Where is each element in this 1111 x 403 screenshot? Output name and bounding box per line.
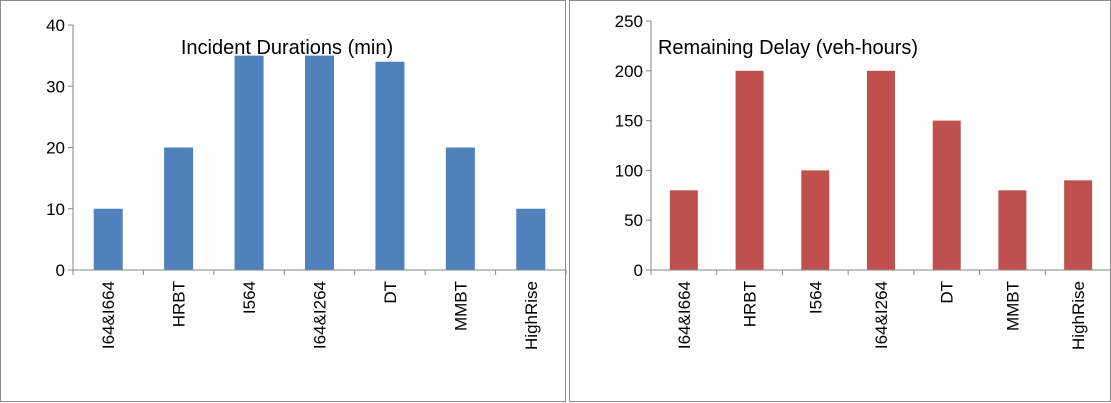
bar-I564 xyxy=(801,170,830,270)
x-category-label: I564 xyxy=(240,281,259,314)
y-tick-label: 10 xyxy=(46,200,65,219)
x-category-label: I564 xyxy=(806,281,825,314)
x-category-label: DT xyxy=(938,281,957,304)
x-category-label: I64&I664 xyxy=(99,281,118,349)
y-tick-label: 0 xyxy=(634,261,643,280)
axes-group xyxy=(646,20,1111,275)
incident-durations-chart: 0 10 20 30 40 I64&I664 HRBT I564 I64&I264 DT MMBT… xyxy=(46,16,567,350)
x-category-label: MMBT xyxy=(451,281,470,331)
remaining-delay-chart-panel: 0 50 100 150 200 250 I64&I664 HRBT I564 I64&I264… xyxy=(569,0,1111,402)
x-category-label: MMBT xyxy=(1003,281,1022,331)
bar-DT xyxy=(932,120,961,270)
bar-HRBT xyxy=(735,70,764,270)
bar-HighRise xyxy=(516,208,546,270)
bar-I64&I664 xyxy=(669,190,698,270)
x-category-label: HRBT xyxy=(741,281,760,327)
bar-I564 xyxy=(234,55,264,270)
x-category-label: I64&I264 xyxy=(872,281,891,349)
x-category-label: HighRise xyxy=(1069,281,1088,350)
y-tick-label: 40 xyxy=(46,16,65,35)
x-tick-labels: I64&I664 HRBT I564 I64&I264 DT MMBT HighRise xyxy=(675,281,1088,350)
y-tick-labels: 0 10 20 30 40 xyxy=(46,16,65,280)
x-category-label: I64&I664 xyxy=(675,281,694,349)
y-tick-label: 150 xyxy=(615,112,643,131)
incident-durations-chart-panel: 0 10 20 30 40 I64&I664 HRBT I564 I64&I264 DT MMBT… xyxy=(0,0,567,402)
bars-group xyxy=(93,55,546,270)
bar-MMBT xyxy=(998,190,1027,270)
x-category-label: DT xyxy=(381,281,400,304)
bars-group xyxy=(669,70,1093,270)
bar-DT xyxy=(375,61,405,270)
remaining-delay-chart: 0 50 100 150 200 250 I64&I664 HRBT I564 I64&I264… xyxy=(615,12,1111,350)
y-tick-label: 100 xyxy=(615,161,643,180)
y-tick-label: 20 xyxy=(46,139,65,158)
y-tick-label: 0 xyxy=(56,261,65,280)
bar-MMBT xyxy=(445,147,475,270)
bar-I64&I264 xyxy=(305,55,334,270)
axes-group xyxy=(68,24,567,275)
x-tick-labels: I64&I664 HRBT I564 I64&I264 DT MMBT HighRise xyxy=(99,281,541,350)
bar-HRBT xyxy=(164,147,194,270)
bar-I64&I264 xyxy=(867,70,895,270)
x-category-label: HighRise xyxy=(522,281,541,350)
y-tick-label: 50 xyxy=(624,211,643,230)
y-tick-label: 200 xyxy=(615,62,643,81)
chart-title: Incident Durations (min) xyxy=(181,37,393,59)
x-category-label: I64&I264 xyxy=(311,281,330,349)
y-tick-labels: 0 50 100 150 200 250 xyxy=(615,12,643,280)
x-category-label: HRBT xyxy=(170,281,189,327)
y-tick-label: 250 xyxy=(615,12,643,31)
bar-I64&I664 xyxy=(93,208,123,270)
chart-title: Remaining Delay (veh-hours) xyxy=(658,37,918,59)
bar-HighRise xyxy=(1064,180,1093,270)
y-tick-label: 30 xyxy=(46,77,65,96)
